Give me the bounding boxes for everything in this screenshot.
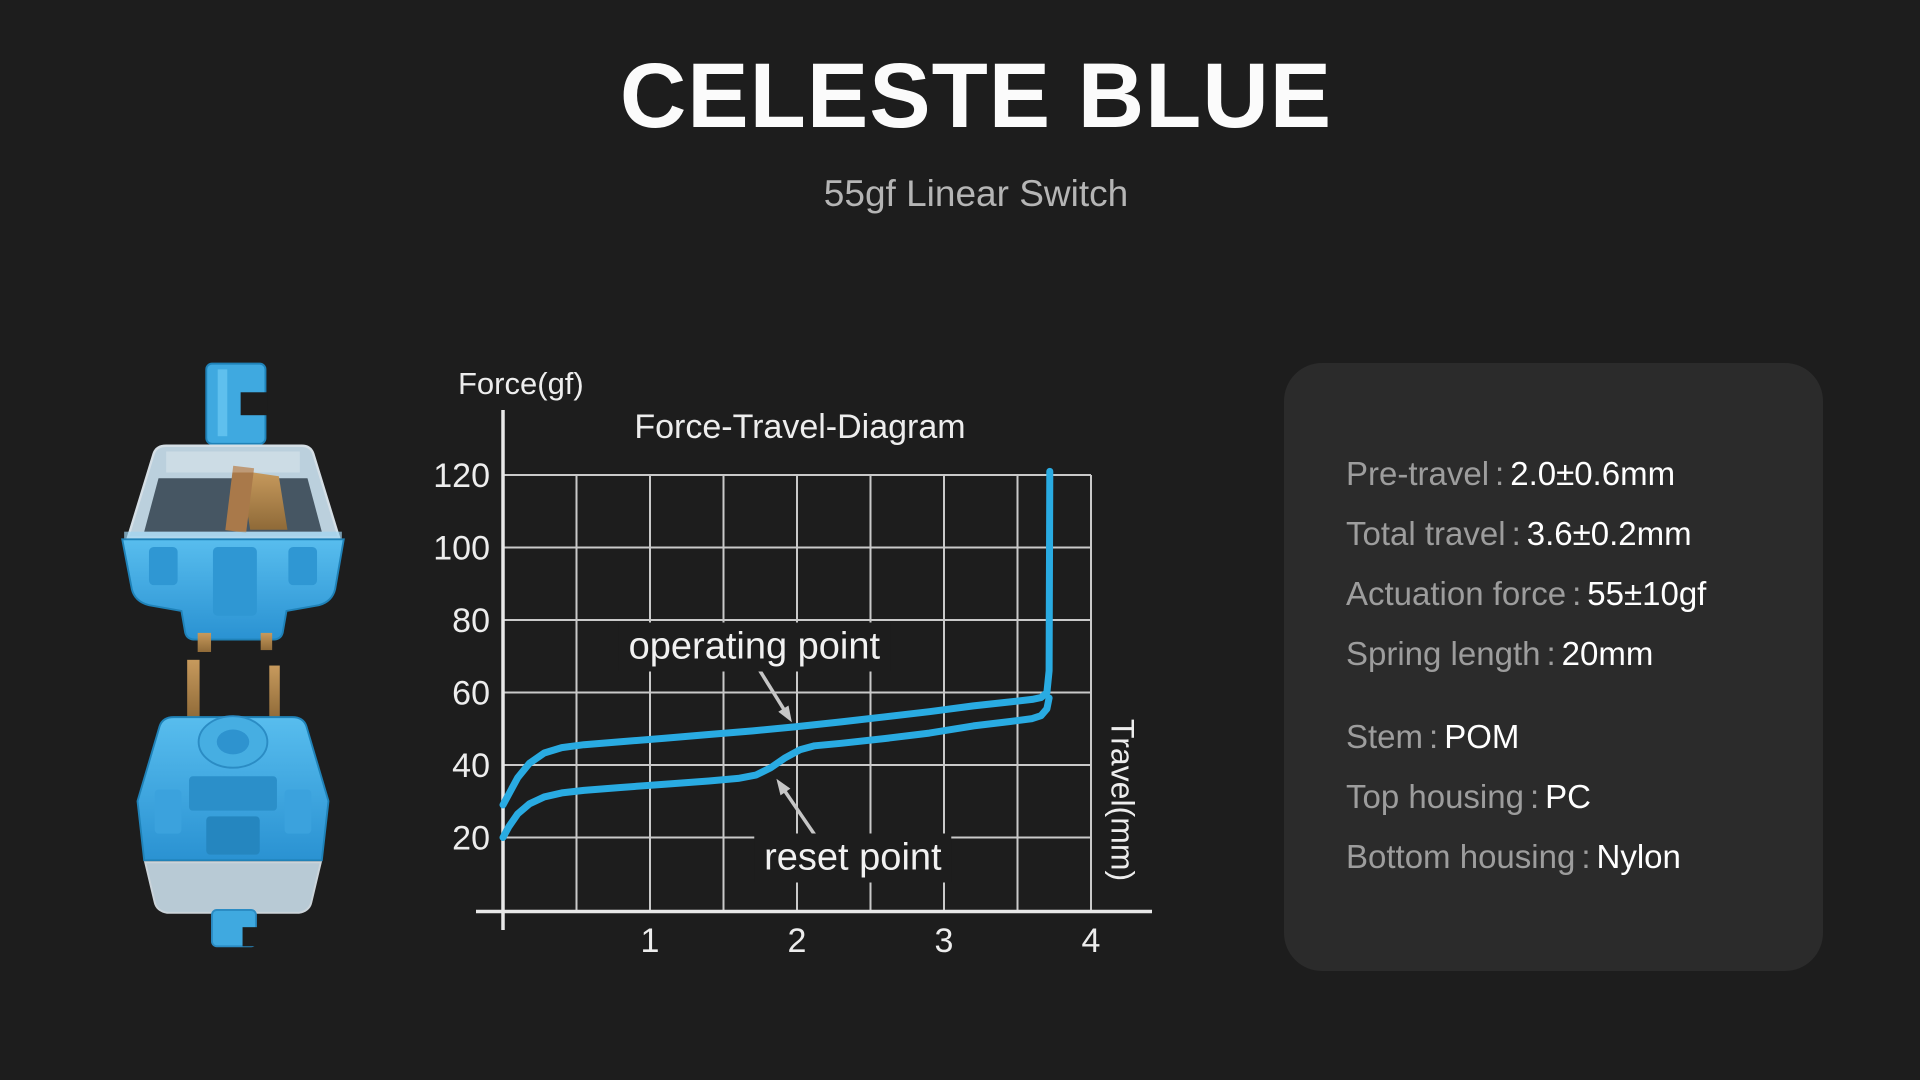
tick-labels: 20 40 60 80 100 120 1 2 3 4: [433, 457, 1100, 960]
spec-label: Total travel: [1346, 515, 1506, 552]
spec-row-stem: Stem: POM: [1346, 707, 1783, 767]
y-tick-label: 100: [433, 530, 490, 568]
spec-separator: :: [1581, 838, 1591, 875]
spec-separator: :: [1511, 515, 1521, 552]
switch-photo-top-view: [121, 362, 345, 652]
y-tick-label: 40: [452, 747, 490, 785]
release-curve: [499, 694, 1053, 841]
switch-top-housing: [126, 444, 341, 539]
spec-label: Bottom housing: [1346, 838, 1576, 875]
switch-photo-bottom-view: [136, 659, 330, 948]
page-title: CELESTE BLUE: [619, 45, 1333, 147]
y-tick-label: 120: [433, 457, 490, 495]
arrow-head: [776, 778, 791, 796]
spec-label: Top housing: [1346, 778, 1524, 815]
page-subtitle: 55gf Linear Switch: [823, 172, 1129, 214]
spec-separator: :: [1546, 635, 1556, 672]
axes: [476, 410, 1152, 930]
grid: [503, 474, 1092, 910]
spec-row-bottom-housing: Bottom housing: Nylon: [1346, 827, 1783, 887]
y-axis-label: Force(gf): [458, 366, 584, 401]
spec-group-measurements: Pre-travel:2.0±0.6mm Total travel:3.6±0.2…: [1346, 444, 1783, 684]
press-curve: [499, 467, 1054, 809]
spec-value: 2.0±0.6mm: [1510, 455, 1676, 492]
switch-stem: [211, 909, 258, 948]
spec-label: Stem: [1346, 718, 1424, 755]
y-tick-label: 80: [452, 602, 490, 640]
x-axis-label: Travel(mm): [1104, 718, 1141, 882]
arrow-head: [778, 705, 792, 723]
spec-row-actuation-force: Actuation force:55±10gf: [1346, 564, 1783, 624]
spec-row-top-housing: Top housing: PC: [1346, 767, 1783, 827]
spec-separator: :: [1572, 575, 1582, 612]
operating-point-annotation: operating point: [618, 622, 891, 672]
x-tick-label: 2: [788, 922, 807, 960]
arrow-line: [757, 668, 786, 712]
spec-label: Actuation force: [1346, 575, 1567, 612]
arrow-line: [782, 789, 820, 840]
switch-clear-rim: [143, 861, 323, 914]
spec-separator: :: [1529, 778, 1540, 815]
spec-row-pre-travel: Pre-travel:2.0±0.6mm: [1346, 444, 1783, 504]
spec-value: POM: [1444, 718, 1520, 755]
spec-value: 55±10gf: [1587, 575, 1707, 612]
chart-title: Force-Travel-Diagram: [634, 408, 966, 446]
switch-stem: [205, 362, 268, 445]
annotation-arrow: [776, 778, 820, 840]
spec-row-total-travel: Total travel:3.6±0.2mm: [1346, 504, 1783, 564]
x-tick-label: 3: [935, 922, 954, 960]
spec-label: Spring length: [1346, 635, 1541, 672]
reset-point-annotation: reset point: [754, 833, 952, 883]
spec-value: 20mm: [1561, 635, 1654, 672]
switch-bottom-housing: [136, 715, 330, 862]
spec-group-materials: Stem: POM Top housing: PC Bottom housing: Nyl…: [1346, 707, 1783, 887]
switch-pins: [187, 659, 280, 720]
annotation-arrow: [757, 668, 792, 723]
spec-panel: Pre-travel:2.0±0.6mm Total travel:3.6±0.2…: [1284, 363, 1823, 971]
spec-separator: :: [1429, 718, 1439, 755]
spec-label: Pre-travel: [1346, 455, 1490, 492]
spec-row-spring-length: Spring length:20mm: [1346, 624, 1783, 684]
spec-separator: :: [1495, 455, 1505, 492]
x-tick-label: 1: [641, 922, 660, 960]
switch-pins: [197, 632, 273, 652]
y-tick-label: 60: [452, 675, 490, 713]
switch-bottom-housing: [121, 531, 345, 641]
spec-value: PC: [1545, 778, 1591, 815]
y-tick-label: 20: [452, 820, 490, 858]
spec-value: 3.6±0.2mm: [1526, 515, 1692, 552]
header: CELESTE BLUE 55gf Linear Switch: [0, 48, 1920, 215]
spec-value: Nylon: [1596, 838, 1681, 875]
x-tick-label: 4: [1082, 922, 1101, 960]
